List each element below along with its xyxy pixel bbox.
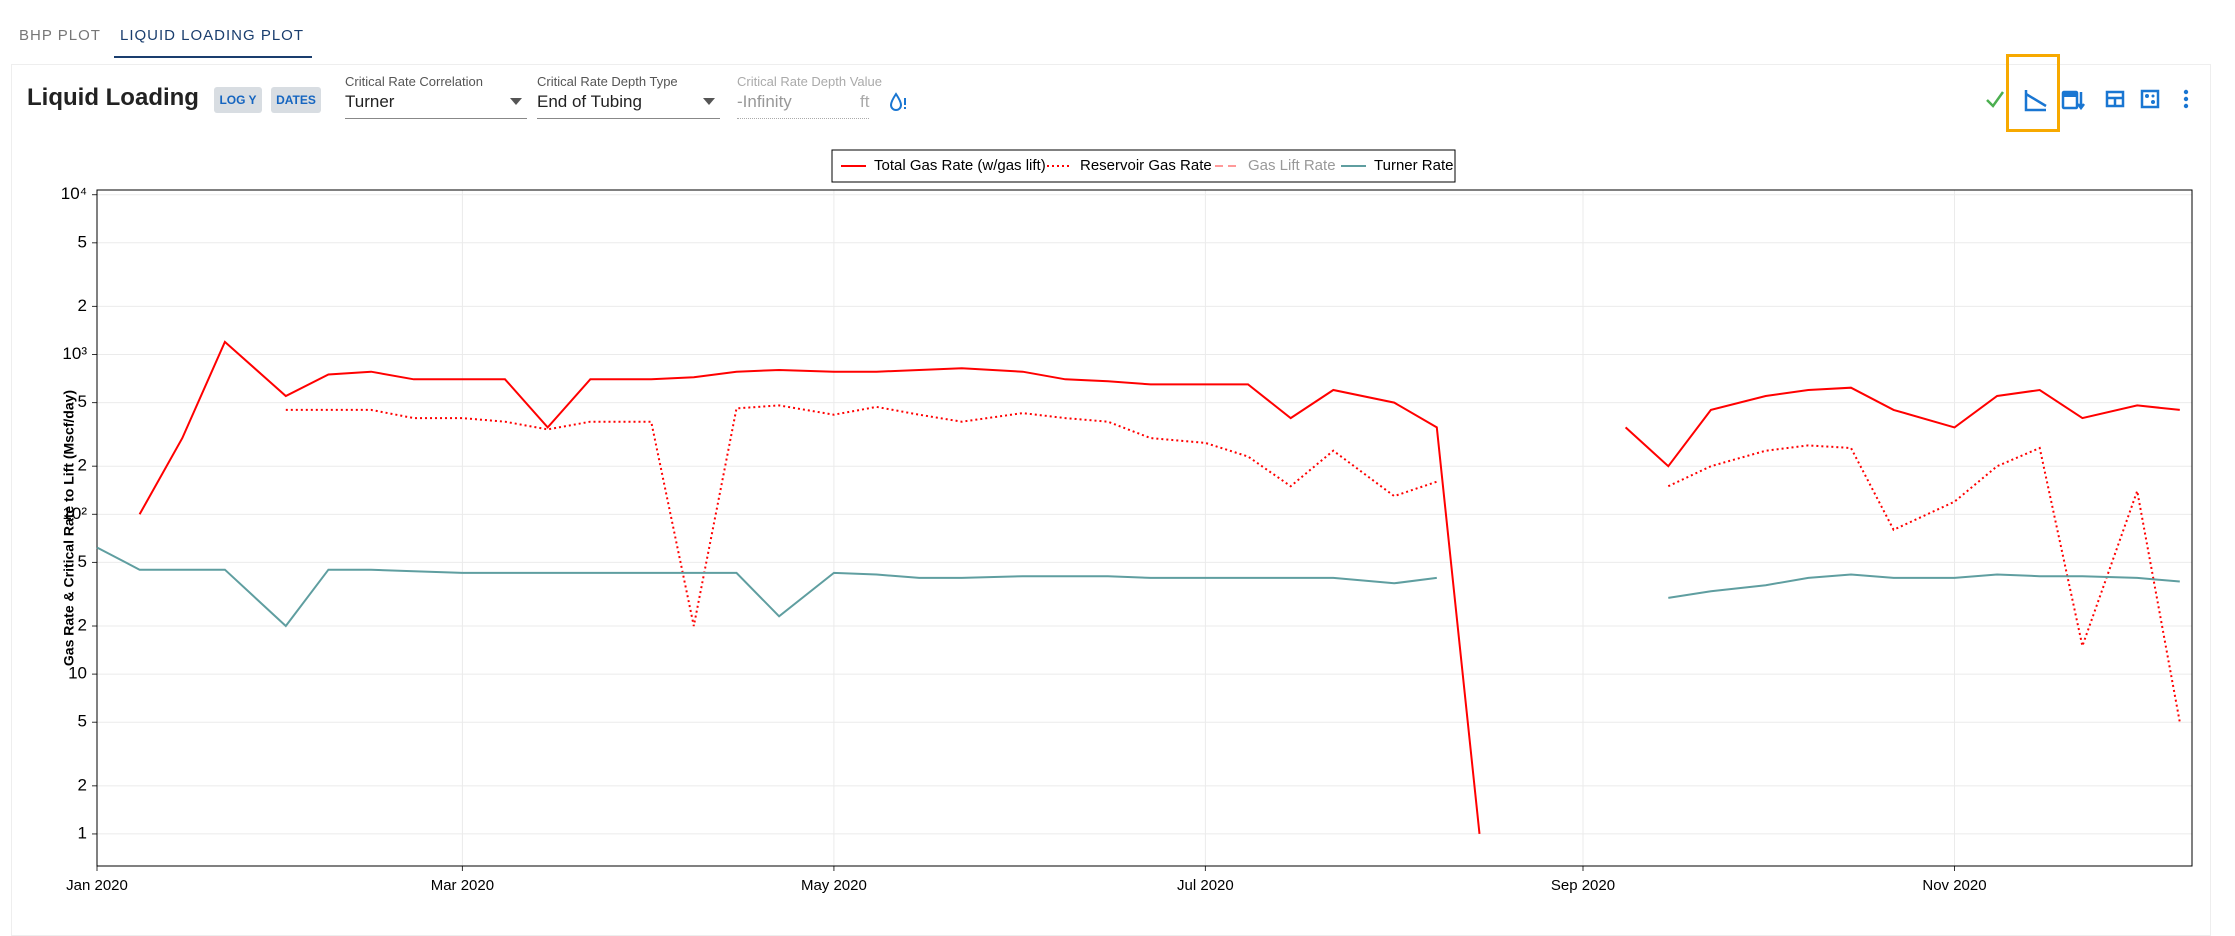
legend-label: Reservoir Gas Rate [1080,157,1212,174]
panel-title: Liquid Loading [27,84,199,111]
legend-label: Total Gas Rate (w/gas lift) [874,157,1046,174]
field-label: Critical Rate Depth Type [537,74,678,89]
table-icon[interactable] [2105,90,2125,108]
y-tick-label: 5 [78,712,87,731]
y-tick-label: 5 [78,392,87,411]
y-tick-label: 2 [78,456,87,475]
y-tick-label: 2 [78,616,87,635]
series-line [96,546,1437,628]
field-label: Critical Rate Correlation [345,74,483,89]
y-tick-label: 5 [78,552,87,571]
x-tick-label: Jan 2020 [66,877,128,894]
dropdown-arrow[interactable] [703,98,715,106]
underline [345,118,527,119]
legend-label: Gas Lift Rate [1248,157,1336,174]
unit: ft [860,92,870,111]
tab[interactable]: LIQUID LOADING PLOT [119,27,305,44]
y-tick-label: 10⁴ [61,184,87,203]
underline [537,118,720,119]
x-tick-label: May 2020 [801,877,867,894]
loading-icon[interactable] [2024,90,2047,112]
plot-frame [96,189,2193,867]
x-tick-label: Nov 2020 [1922,877,1986,894]
y-tick-label: 10³ [62,344,87,363]
field-label: Critical Rate Depth Value [737,74,882,89]
check-icon[interactable] [1986,91,2005,108]
highlight-box [2006,54,2060,132]
scatter-icon[interactable] [2140,89,2160,109]
legend-label: Turner Rate [1374,157,1453,174]
droplet-icon[interactable] [888,92,908,112]
y-tick-label: 1 [78,823,87,842]
x-tick-label: Jul 2020 [1177,877,1234,894]
y-tick-label: 2 [78,296,87,315]
x-tick-label: Sep 2020 [1551,877,1615,894]
more-icon[interactable] [2183,89,2189,109]
y-tick-label: 10² [62,504,87,523]
dropdown-arrow[interactable] [510,98,522,106]
y-tick-label: 2 [78,775,87,794]
underline [737,118,869,119]
series-line [285,404,1438,627]
series-line [1667,444,2181,723]
series-line [138,340,1481,835]
tab-indicator [114,56,312,58]
calendar-icon[interactable] [2061,90,2085,111]
x-tick-label: Mar 2020 [431,877,494,894]
toolbar [1986,89,2189,112]
series-line [1624,386,2180,468]
y-tick-label: 5 [78,232,87,251]
y-tick-label: 10 [68,664,87,683]
y-axis-label: Gas Rate & Critical Rate to Lift (Mscf/d… [61,390,77,666]
tab[interactable]: BHP PLOT [19,27,101,44]
button[interactable]: LOG Y [214,87,262,113]
input-value[interactable]: -Infinity [737,92,792,111]
select-value[interactable]: End of Tubing [537,92,642,111]
select-value[interactable]: Turner [345,92,395,111]
button[interactable]: DATES [271,87,321,113]
series-line [1668,573,2180,599]
